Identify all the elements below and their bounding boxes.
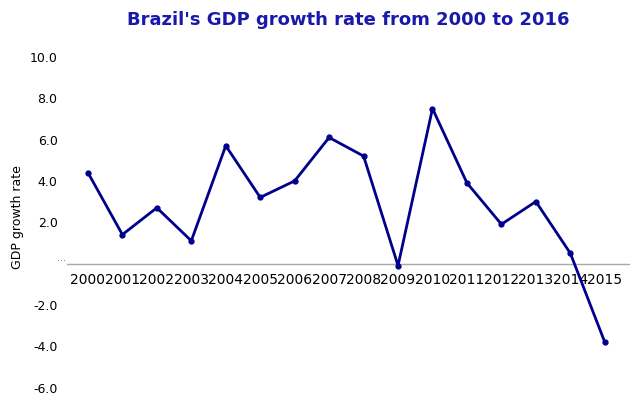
Text: ...: ... xyxy=(57,252,66,263)
Title: Brazil's GDP growth rate from 2000 to 2016: Brazil's GDP growth rate from 2000 to 20… xyxy=(127,11,570,29)
Y-axis label: GDP growth rate: GDP growth rate xyxy=(11,165,24,269)
